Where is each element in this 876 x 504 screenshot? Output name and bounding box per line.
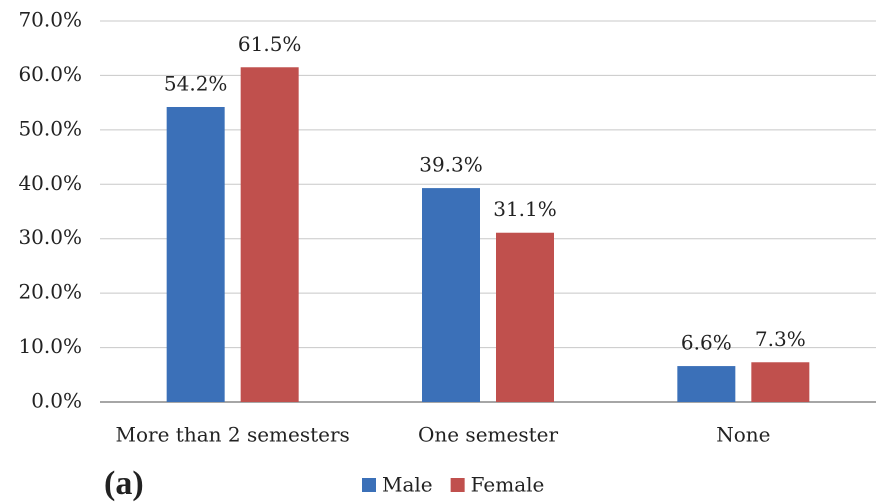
bar [751, 362, 810, 402]
bar [422, 188, 480, 402]
x-tick-label: One semester [418, 423, 559, 447]
data-label: 31.1% [493, 197, 557, 221]
data-label: 7.3% [755, 327, 806, 351]
legend-label: Female [471, 473, 545, 497]
data-label: 6.6% [681, 331, 732, 355]
legend-swatch [362, 478, 376, 492]
data-label: 61.5% [238, 32, 302, 56]
y-tick-label: 20.0% [18, 280, 82, 304]
bar [166, 106, 225, 403]
y-tick-label: 40.0% [18, 171, 82, 195]
legend-label: Male [382, 473, 433, 497]
bar [496, 232, 554, 402]
bar [240, 67, 299, 402]
y-tick-label: 60.0% [18, 62, 82, 86]
bar [677, 366, 736, 402]
x-tick-label: None [716, 423, 770, 447]
y-tick-label: 0.0% [31, 389, 82, 413]
y-tick-label: 50.0% [18, 116, 82, 140]
annotation: (a) [104, 465, 144, 502]
data-label: 39.3% [419, 153, 483, 177]
y-tick-label: 70.0% [18, 8, 82, 32]
legend-swatch [450, 478, 465, 492]
data-label: 54.2% [164, 71, 228, 95]
x-tick-label: More than 2 semesters [116, 423, 350, 447]
y-tick-label: 30.0% [18, 225, 82, 249]
y-tick-label: 10.0% [18, 334, 82, 358]
